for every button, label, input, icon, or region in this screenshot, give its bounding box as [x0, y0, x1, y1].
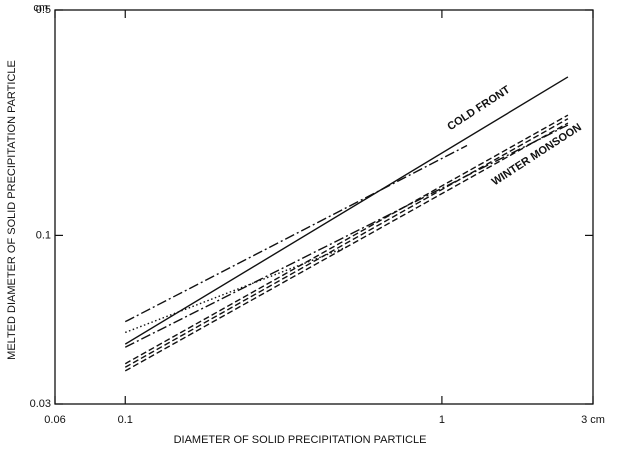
y-axis-title: MELTED DIAMETER OF SOLID PRECIPITATION P… — [6, 60, 18, 360]
data-line — [124, 76, 569, 345]
data-line — [124, 122, 569, 372]
x-tick-label: 0.06 — [44, 414, 65, 426]
x-axis-title: DIAMETER OF SOLID PRECIPITATION PARTICLE — [174, 434, 427, 446]
y-tick-label: 0.5 — [36, 4, 51, 16]
y-unit: cm — [33, 2, 48, 14]
x-tick-label: 1 — [439, 414, 445, 426]
x-tick-label: 3 cm — [581, 414, 605, 426]
x-tick-label: 0.1 — [118, 414, 133, 426]
y-tick-label: 0.1 — [36, 229, 51, 241]
plot-frame — [54, 9, 594, 405]
annotation: COLD FRONT — [445, 84, 512, 133]
data-line — [124, 144, 468, 323]
data-line — [124, 118, 569, 368]
data-line — [124, 124, 569, 348]
data-line — [124, 246, 347, 334]
data-line — [124, 114, 569, 365]
y-tick-label: 0.03 — [30, 398, 51, 410]
